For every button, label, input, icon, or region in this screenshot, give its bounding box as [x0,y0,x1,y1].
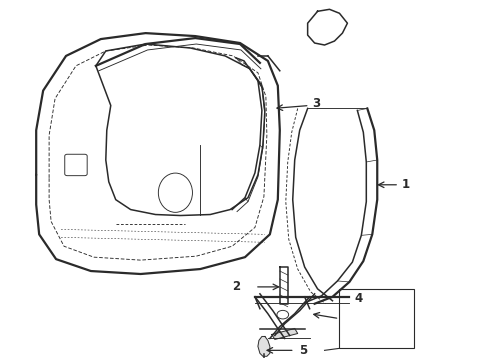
Circle shape [277,310,289,319]
FancyBboxPatch shape [65,154,87,176]
Text: 5: 5 [299,344,307,357]
Text: 2: 2 [232,280,240,293]
Ellipse shape [158,173,193,212]
Text: 1: 1 [402,178,410,191]
Polygon shape [272,329,298,339]
Text: 3: 3 [313,97,321,110]
Polygon shape [258,337,270,356]
Text: 4: 4 [354,292,363,305]
Bar [340,289,414,348]
